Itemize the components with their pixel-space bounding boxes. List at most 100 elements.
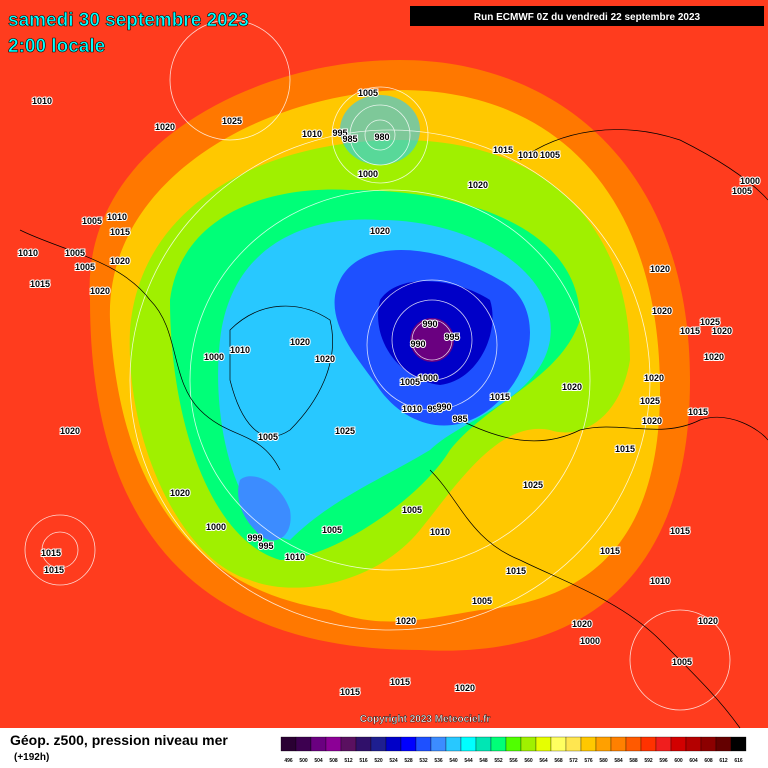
colorbar-swatch [385, 736, 402, 752]
isobar-label: 1015 [340, 687, 360, 697]
isobar-label: 1010 [230, 345, 250, 355]
isobar-label: 1010 [302, 129, 322, 139]
colorbar-swatch [685, 736, 702, 752]
colorbar-swatch [520, 736, 537, 752]
isobar-label: 1015 [600, 546, 620, 556]
colorbar-swatch [505, 736, 522, 752]
isobar-label: 1020 [90, 286, 110, 296]
colorbar-label: 576 [584, 758, 593, 764]
isobar-label: 1020 [642, 416, 662, 426]
isobar-label: 980 [374, 132, 389, 142]
colorbar-label: 524 [389, 758, 398, 764]
isobar-label: 1020 [704, 352, 724, 362]
isobar-label: 1020 [396, 616, 416, 626]
colorbar-swatch [340, 736, 357, 752]
colorbar-label: 544 [464, 758, 473, 764]
isobar-label: 1005 [402, 505, 422, 515]
isobar-label: 995 [427, 404, 442, 414]
isobar-label: 990 [422, 319, 437, 329]
isobar-label: 1010 [518, 150, 538, 160]
isobar-label: 1020 [455, 683, 475, 693]
field-blue-low [238, 476, 291, 541]
isobar-label: 985 [342, 134, 357, 144]
isobar-label: 1010 [285, 552, 305, 562]
isobar-label: 1015 [390, 677, 410, 687]
isobar-label: 1025 [523, 480, 543, 490]
colorbar-label: 516 [359, 758, 368, 764]
isobar-label: 1015 [506, 566, 526, 576]
colorbar-swatch [475, 736, 492, 752]
colorbar-label: 604 [689, 758, 698, 764]
isobar-label: 1000 [580, 636, 600, 646]
isobar-label: 1005 [322, 525, 342, 535]
isobar-label: 1010 [650, 576, 670, 586]
isobar-label: 1015 [41, 548, 61, 558]
colorbar-label: 556 [509, 758, 518, 764]
colorbar-label: 508 [329, 758, 338, 764]
isobar-label: 1020 [650, 264, 670, 274]
colorbar-label: 536 [434, 758, 443, 764]
isobar-label: 1020 [155, 122, 175, 132]
colorbar-label: 532 [419, 758, 428, 764]
footer-title: Géop. z500, pression niveau mer [10, 732, 228, 748]
isobar-label: 1005 [65, 248, 85, 258]
isobar-label: 1020 [370, 226, 390, 236]
isobar-label: 1020 [60, 426, 80, 436]
colorbar-swatch [445, 736, 462, 752]
isobar-label: 1015 [615, 444, 635, 454]
colorbar-label: 552 [494, 758, 503, 764]
isobars [24, 19, 731, 711]
isobar-label: 1015 [110, 227, 130, 237]
colorbar-swatch [655, 736, 672, 752]
coastlines [19, 129, 768, 729]
isobar-label: 1010 [107, 212, 127, 222]
isobar-label: 995 [332, 128, 347, 138]
isobar-label: 1010 [430, 527, 450, 537]
isobar-label: 1005 [358, 88, 378, 98]
isobar-label: 1005 [400, 377, 420, 387]
colorbar-swatch [550, 736, 567, 752]
colorbar-swatch [565, 736, 582, 752]
isobar-label: 1025 [640, 396, 660, 406]
colorbar-label: 548 [479, 758, 488, 764]
lead-time: (+192h) [14, 752, 49, 763]
colorbar-label: 572 [569, 758, 578, 764]
colorbar-swatch [280, 736, 297, 752]
isobar-label: 1005 [258, 432, 278, 442]
colorbar-swatch [325, 736, 342, 752]
isobar-label: 1000 [358, 169, 378, 179]
isobar-label: 1020 [170, 488, 190, 498]
isobar-label: 1015 [30, 279, 50, 289]
isobar-label: 999 [247, 533, 262, 543]
colorbar-label: 568 [554, 758, 563, 764]
colorbar-label: 496 [284, 758, 293, 764]
isobar-label: 1005 [672, 657, 692, 667]
colorbar-label: 512 [344, 758, 353, 764]
isobar-label: 1015 [493, 145, 513, 155]
isobar-label: 1005 [472, 596, 492, 606]
isobar-label: 1010 [32, 96, 52, 106]
colorbar-swatch [640, 736, 657, 752]
colorbar-label: 616 [734, 758, 743, 764]
copyright: Copyright 2023 Meteociel.fr [360, 714, 491, 725]
colorbar-swatch [670, 736, 687, 752]
colorbar-swatch [700, 736, 717, 752]
colorbar-label: 592 [644, 758, 653, 764]
colorbar-label: 584 [614, 758, 623, 764]
time: 2:00 locale [8, 36, 105, 57]
colorbar-label: 608 [704, 758, 713, 764]
isobar-label: 1025 [222, 116, 242, 126]
isobar-label: 1015 [44, 565, 64, 575]
colorbar-swatch [610, 736, 627, 752]
isobar-label: 1000 [204, 352, 224, 362]
isobar-label: 1015 [490, 392, 510, 402]
colorbar-label: 580 [599, 758, 608, 764]
isobar-label: 1005 [82, 216, 102, 226]
run-box [410, 6, 764, 26]
isobar-label: 985 [452, 414, 467, 424]
colorbar-label: 528 [404, 758, 413, 764]
isobar-label: 1000 [418, 373, 438, 383]
